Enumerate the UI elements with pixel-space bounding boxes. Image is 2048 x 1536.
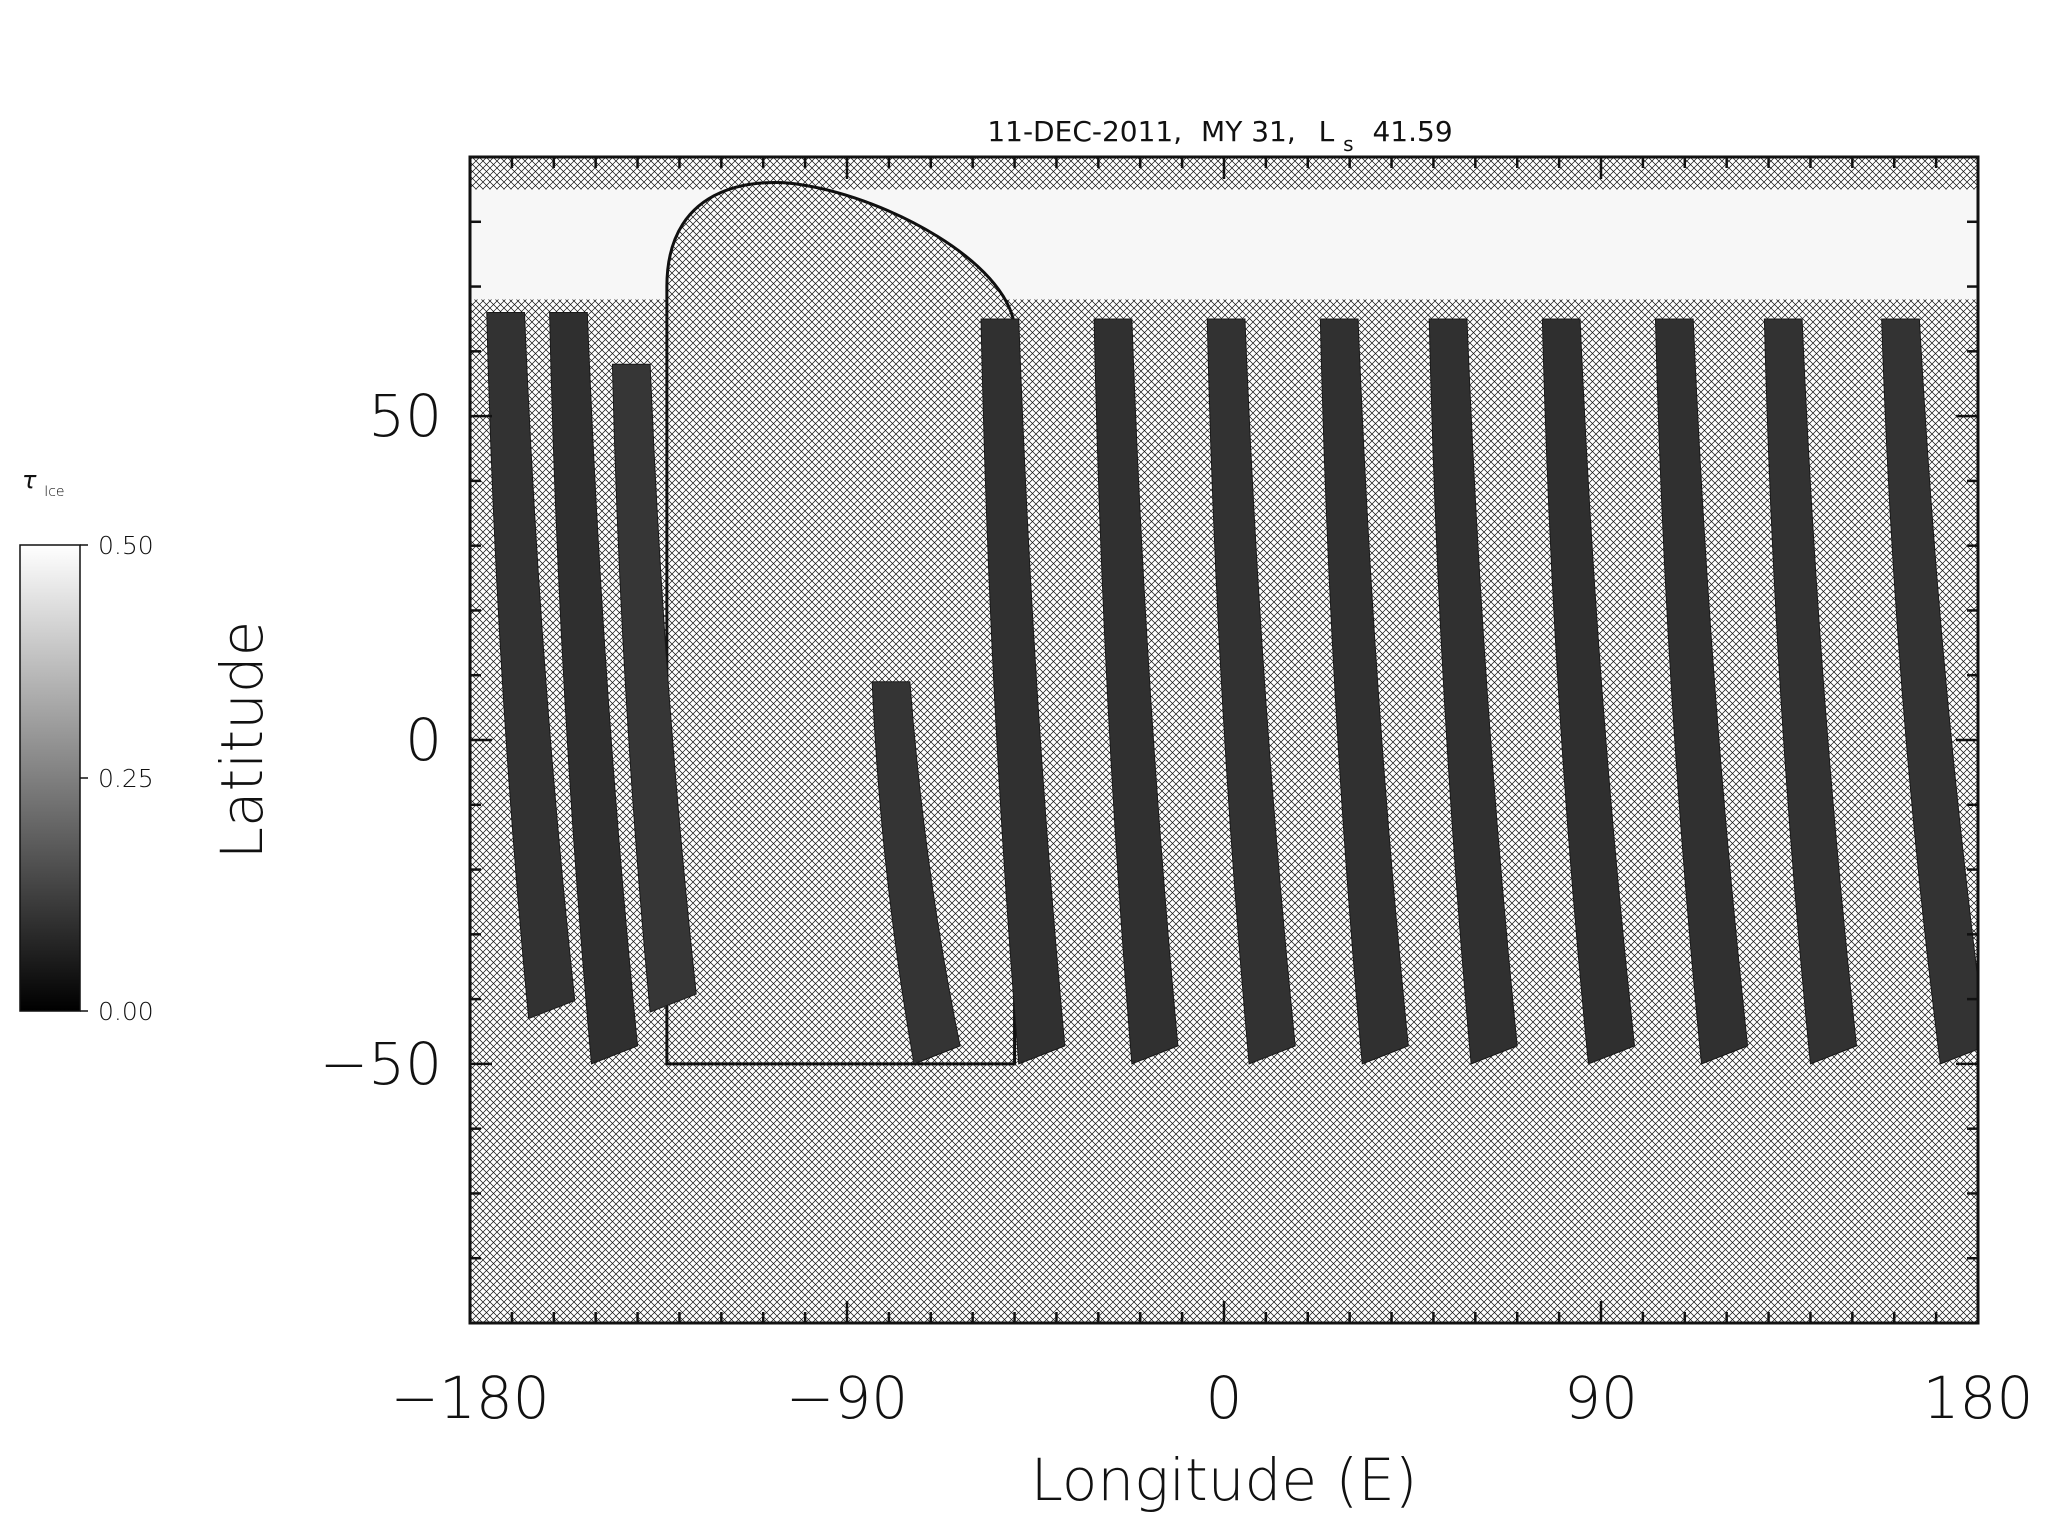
swath-10 (1541, 318, 1636, 1065)
colorbar-label: τ Ice (22, 466, 65, 500)
swath-6 (1093, 318, 1179, 1065)
swath-7 (1206, 318, 1296, 1065)
chart-title: 11-DEC-2011, MY 31, L s 41.59 (987, 115, 1452, 158)
x-tick-label: 0 (1206, 1364, 1243, 1432)
colorbar (19, 544, 81, 1012)
swath-12 (1763, 318, 1858, 1065)
swath-3 (611, 363, 697, 1013)
swath-4 (871, 681, 961, 1065)
swath-8 (1319, 318, 1409, 1065)
colorbar-tick-label: 0.25 (98, 764, 154, 793)
y-tick-label: −50 (320, 1030, 442, 1098)
swath-1 (486, 311, 576, 1020)
swath-5 (980, 318, 1066, 1065)
title-ls-subscript: s (1343, 132, 1353, 156)
polar-cap-gap (665, 181, 1017, 1066)
x-tick-label: 90 (1564, 1364, 1638, 1432)
x-tick-label: −180 (390, 1364, 549, 1432)
title-ls-value: 41.59 (1372, 115, 1452, 148)
swath-11 (1654, 318, 1749, 1065)
x-tick-label: 180 (1923, 1364, 2034, 1432)
swath-9 (1428, 318, 1518, 1065)
title-ls-symbol: L (1319, 115, 1335, 148)
y-axis-label: Latitude (208, 621, 276, 860)
y-tick-label: 0 (405, 706, 442, 774)
title-date: 11-DEC-2011, (987, 115, 1182, 148)
swath-2 (549, 311, 639, 1065)
x-tick-label: −90 (786, 1364, 908, 1432)
y-tick-label: 50 (368, 382, 442, 450)
colorbar-label-subscript: Ice (44, 484, 64, 500)
colorbar-tick-label: 0.50 (98, 531, 154, 560)
swath-13 (1881, 318, 1978, 1065)
colorbar-tick-label: 0.00 (98, 997, 154, 1026)
x-axis-label: Longitude (E) (1031, 1446, 1418, 1514)
colorbar-label-symbol: τ (22, 466, 37, 494)
title-mars-year: MY 31, (1201, 115, 1296, 148)
